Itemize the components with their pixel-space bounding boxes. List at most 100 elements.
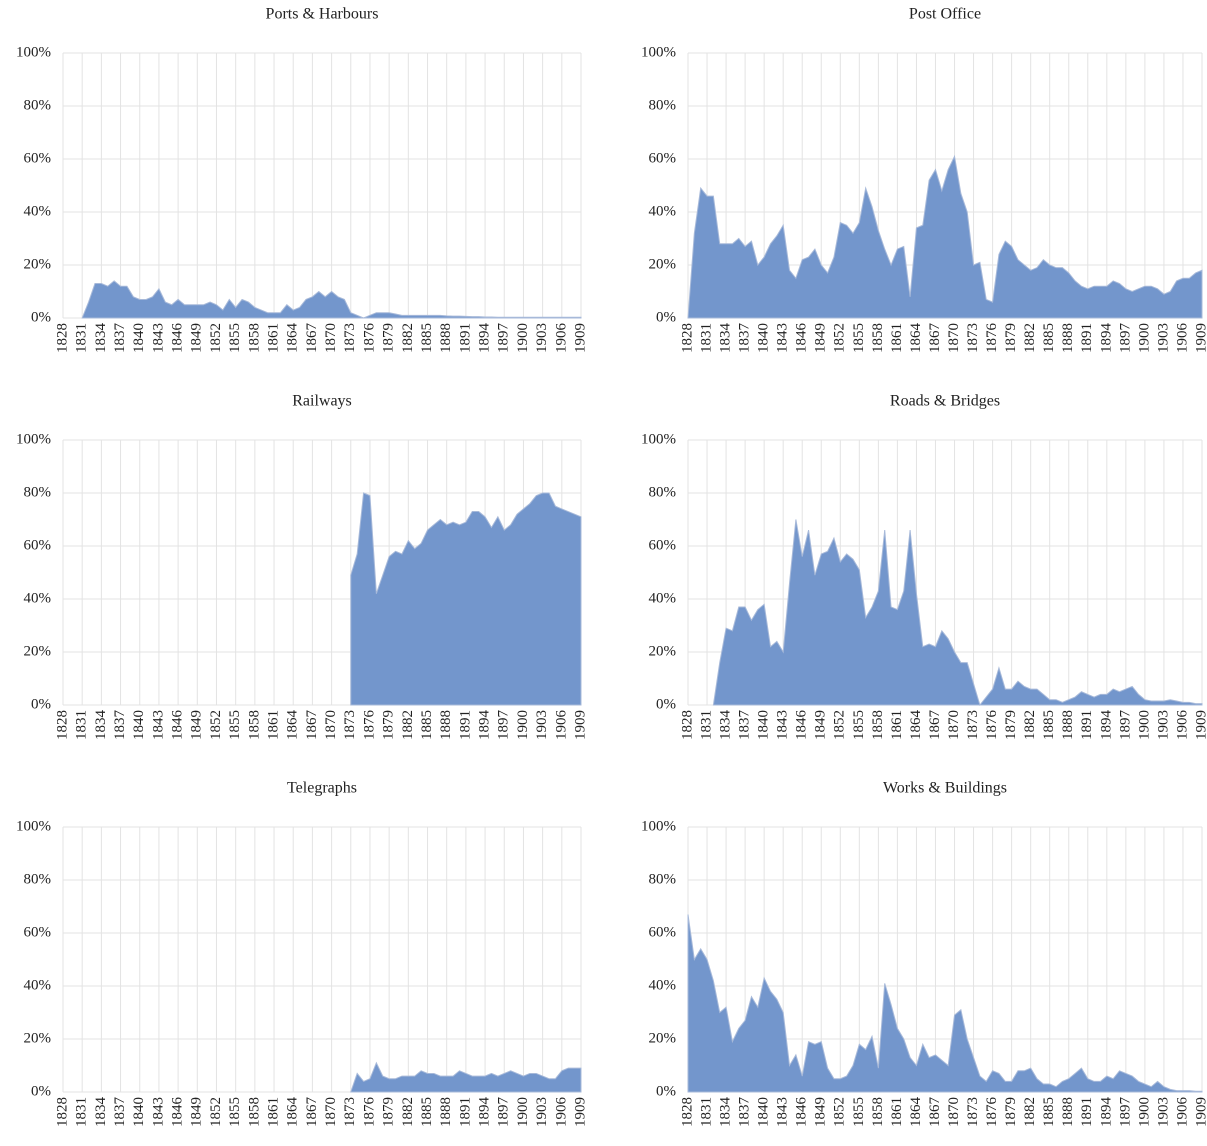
x-tick-label: 1888 (1060, 710, 1076, 740)
area (687, 914, 1203, 1093)
x-tick-label: 1846 (170, 1097, 186, 1128)
x-tick-label: 1903 (1155, 1097, 1171, 1127)
x-tick-label: 1882 (1022, 1097, 1038, 1127)
chart-title: Telegraphs (287, 780, 357, 797)
y-tick-label: 0% (31, 696, 51, 712)
x-tick-label: 1909 (1193, 710, 1207, 740)
x-tick-label: 1885 (419, 710, 435, 740)
x-tick-label: 1843 (150, 323, 166, 353)
y-tick-label: 40% (24, 977, 52, 993)
x-tick-label: 1864 (908, 1097, 924, 1128)
y-tick-label: 40% (649, 977, 677, 993)
x-tick-label: 1843 (150, 1097, 166, 1127)
y-tick-label: 60% (24, 150, 52, 166)
y-tick-label: 40% (24, 590, 52, 606)
x-tick-label: 1834 (93, 710, 109, 741)
x-tick-label: 1879 (381, 323, 397, 353)
x-tick-label: 1846 (170, 323, 186, 354)
x-tick-label: 1828 (679, 323, 695, 353)
x-tick-label: 1831 (74, 323, 90, 353)
x-tick-label: 1855 (851, 1097, 867, 1127)
x-tick-label: 1900 (515, 323, 531, 353)
x-tick-label: 1885 (1041, 1097, 1057, 1127)
y-tick-label: 100% (16, 44, 51, 60)
x-tick-label: 1846 (794, 323, 810, 354)
y-tick-label: 0% (31, 309, 51, 325)
y-tick-label: 20% (649, 1030, 677, 1046)
x-tick-label: 1852 (832, 323, 848, 353)
x-tick-label: 1849 (189, 710, 205, 740)
y-tick-label: 80% (24, 871, 52, 887)
x-tick-label: 1861 (889, 710, 905, 740)
y-tick-label: 0% (31, 1083, 51, 1099)
x-tick-label: 1879 (1003, 1097, 1019, 1127)
x-tick-label: 1876 (984, 1097, 1000, 1128)
x-tick-label: 1891 (457, 710, 473, 740)
x-tick-label: 1840 (131, 323, 147, 353)
x-tick-label: 1849 (813, 710, 829, 740)
chart-panel: Telegraphs 0% 20% 40% 60% 80% 100% 1828 1831 1834… (16, 780, 588, 1127)
x-tick-label: 1861 (265, 710, 281, 740)
x-tick-label: 1861 (889, 1097, 905, 1127)
x-tick-label: 1882 (400, 323, 416, 353)
x-tick-label: 1852 (832, 710, 848, 740)
x-tick-label: 1894 (1098, 1097, 1114, 1128)
x-tick-label: 1906 (1174, 1097, 1190, 1128)
x-tick-label: 1879 (381, 710, 397, 740)
x-tick-label: 1885 (1041, 710, 1057, 740)
x-tick-label: 1903 (534, 710, 550, 740)
x-tick-label: 1867 (927, 1097, 943, 1128)
x-tick-label: 1873 (965, 1097, 981, 1127)
x-tick-label: 1906 (553, 710, 569, 741)
x-tick-label: 1864 (908, 323, 924, 354)
x-tick-label: 1837 (737, 1097, 753, 1128)
x-tick-label: 1882 (1022, 710, 1038, 740)
x-tick-label: 1837 (112, 710, 128, 741)
x-tick-label: 1846 (794, 710, 810, 741)
x-tick-label: 1867 (304, 1097, 320, 1128)
x-tick-label: 1852 (208, 323, 224, 353)
y-tick-label: 0% (656, 1083, 676, 1099)
area (81, 280, 582, 319)
x-tick-label: 1843 (150, 710, 166, 740)
x-tick-label: 1894 (477, 1097, 493, 1128)
x-tick-label: 1837 (112, 1097, 128, 1128)
x-tick-label: 1849 (189, 323, 205, 353)
x-tick-label: 1873 (342, 710, 358, 740)
x-tick-label: 1831 (698, 710, 714, 740)
x-tick-label: 1831 (74, 1097, 90, 1127)
x-tick-label: 1849 (189, 1097, 205, 1127)
y-tick-label: 0% (656, 696, 676, 712)
x-tick-label: 1906 (553, 323, 569, 354)
x-tick-label: 1891 (1079, 1097, 1095, 1127)
x-tick-label: 1864 (285, 710, 301, 741)
y-tick-label: 60% (24, 537, 52, 553)
x-tick-label: 1840 (131, 710, 147, 740)
x-tick-label: 1909 (572, 710, 588, 740)
x-tick-label: 1900 (1136, 710, 1152, 740)
y-tick-label: 100% (16, 818, 51, 834)
x-tick-label: 1870 (323, 1097, 339, 1127)
x-tick-label: 1867 (304, 710, 320, 741)
y-tick-label: 20% (24, 643, 52, 659)
x-tick-label: 1906 (1174, 710, 1190, 741)
x-tick-label: 1879 (1003, 710, 1019, 740)
x-tick-label: 1846 (794, 1097, 810, 1128)
x-tick-label: 1831 (698, 1097, 714, 1127)
x-tick-label: 1903 (1155, 710, 1171, 740)
x-tick-label: 1903 (1155, 323, 1171, 353)
x-tick-label: 1867 (304, 323, 320, 354)
x-tick-label: 1855 (227, 710, 243, 740)
x-tick-label: 1888 (1060, 323, 1076, 353)
x-tick-label: 1855 (227, 1097, 243, 1127)
x-tick-label: 1903 (534, 323, 550, 353)
x-tick-label: 1900 (1136, 323, 1152, 353)
x-tick-label: 1876 (361, 710, 377, 741)
x-tick-label: 1867 (927, 323, 943, 354)
x-tick-label: 1909 (572, 1097, 588, 1127)
x-tick-label: 1852 (832, 1097, 848, 1127)
chart-title: Ports & Harbours (266, 6, 379, 23)
x-tick-label: 1831 (74, 710, 90, 740)
y-tick-label: 100% (16, 431, 51, 447)
